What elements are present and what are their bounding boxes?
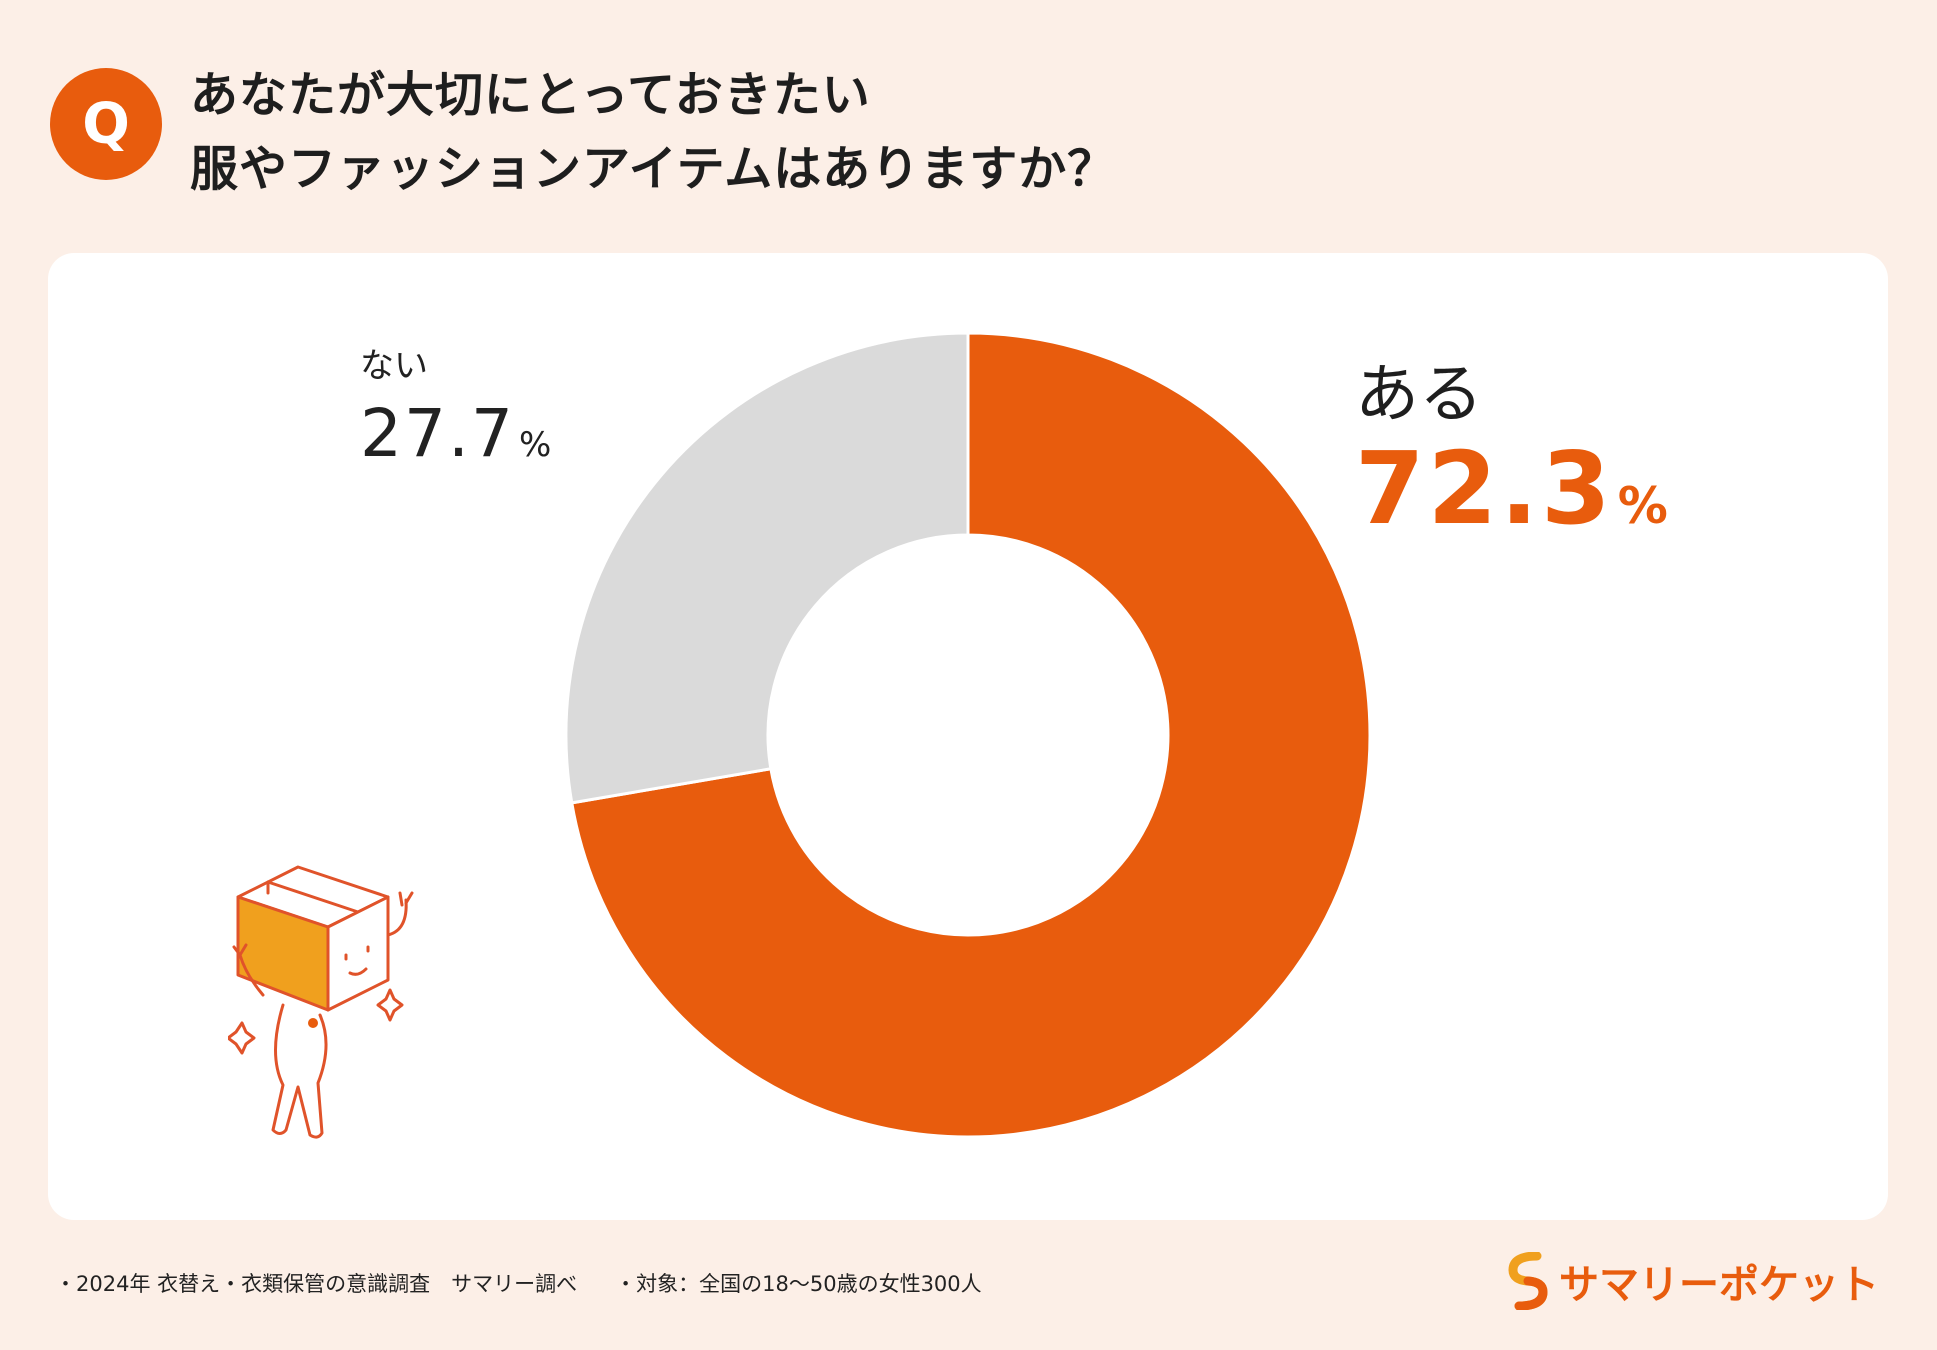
- label-nai-percent: %: [518, 425, 554, 465]
- q-badge: Q: [50, 68, 162, 180]
- summary-s-logo-icon: [1508, 1252, 1548, 1310]
- label-nai-value: 27.7%: [360, 395, 553, 472]
- label-aru-value: 72.3%: [1355, 430, 1671, 547]
- label-nai-name: ない: [360, 346, 428, 386]
- label-nai-number: 27.7: [360, 395, 515, 472]
- label-aru-percent: %: [1617, 477, 1671, 535]
- brand-name: サマリーポケット: [1559, 1262, 1879, 1308]
- donut-slice-nai: [564, 331, 970, 805]
- title-line-1: あなたが大切にとっておきたい: [190, 67, 871, 123]
- page-title: あなたが大切にとっておきたい 服やファッションアイテムはありますか？: [190, 58, 1116, 206]
- label-aru-number: 72.3: [1355, 430, 1614, 547]
- footer-target: ・対象：全国の18〜50歳の女性300人: [615, 1272, 982, 1296]
- label-aru-name: ある: [1355, 358, 1483, 432]
- donut-slice-aru: [570, 331, 1372, 1139]
- brand-logo: サマリーポケット: [1507, 1252, 1879, 1310]
- box-mascot-icon: [228, 865, 414, 1139]
- footer-notes: ・2024年 衣替え・衣類保管の意識調査 サマリー調べ ・対象：全国の18〜50歳…: [55, 1268, 1020, 1298]
- footer-source: ・2024年 衣替え・衣類保管の意識調査 サマリー調べ: [55, 1272, 578, 1296]
- title-line-2: 服やファッションアイテムはありますか？: [190, 141, 1117, 197]
